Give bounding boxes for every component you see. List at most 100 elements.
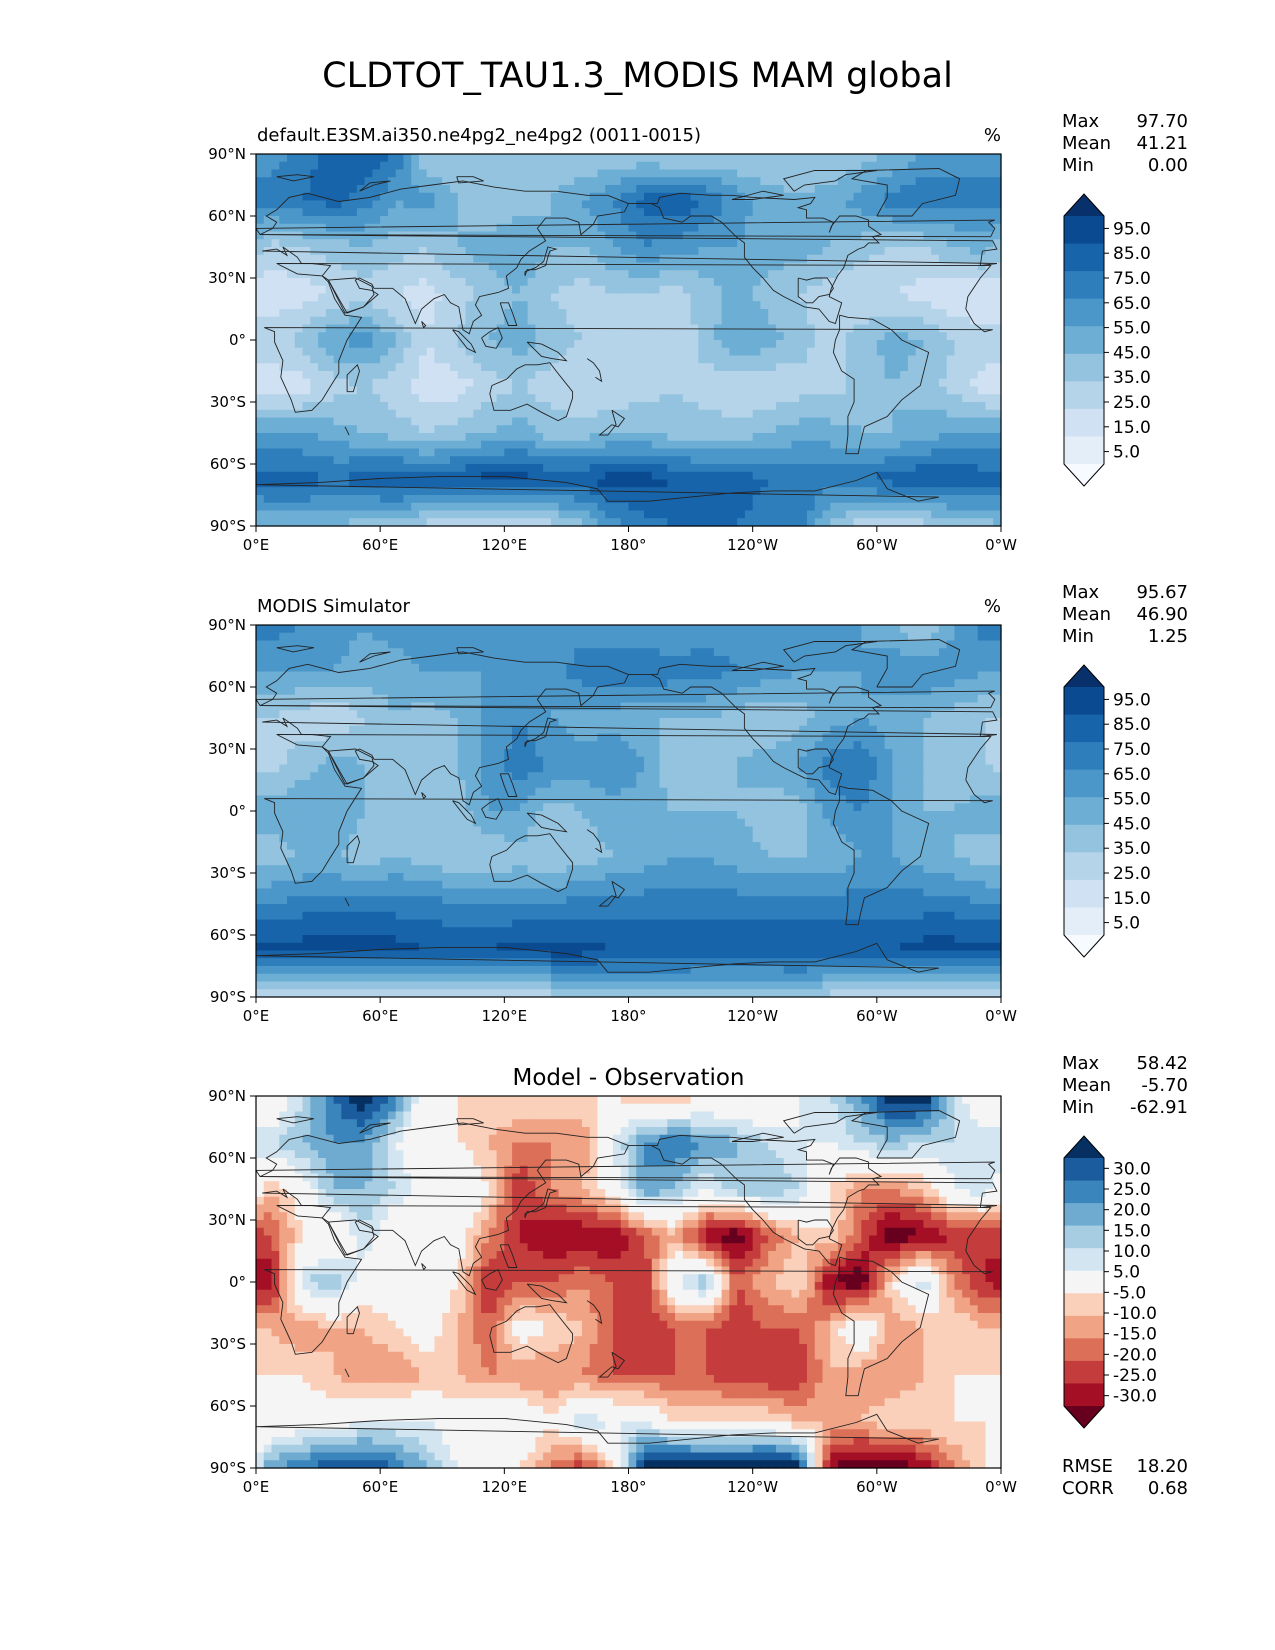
contour-cell: [411, 285, 420, 295]
contour-cell: [752, 161, 762, 171]
contour-cell: [558, 177, 568, 186]
contour-cell: [675, 316, 684, 326]
contour-cell: [791, 192, 800, 202]
contour-cell: [395, 247, 405, 256]
contour-cell: [752, 625, 762, 634]
contour-cell: [473, 185, 482, 194]
contour-cell: [287, 254, 296, 264]
contour-cell: [558, 262, 568, 271]
contour-cell: [287, 502, 296, 512]
contour-cell: [636, 247, 645, 256]
contour-cell: [675, 340, 684, 349]
contour-cell: [791, 185, 800, 194]
contour-cell: [690, 270, 699, 279]
contour-cell: [450, 417, 459, 426]
colorbar-tick-label: 45.0: [1113, 343, 1151, 363]
contour-cell: [869, 433, 878, 442]
contour-cell: [465, 394, 474, 403]
contour-cell: [946, 301, 956, 310]
contour-cell: [403, 502, 412, 512]
contour-cell: [356, 177, 366, 186]
contour-cell: [256, 185, 265, 194]
contour-cell: [853, 355, 862, 364]
contour-cell: [752, 340, 762, 349]
contour-cell: [931, 270, 940, 279]
contour-cell: [550, 510, 560, 519]
contour-cell: [969, 464, 979, 473]
contour-cell: [325, 161, 335, 171]
contour-cell: [597, 301, 606, 310]
contour-cell: [869, 231, 878, 240]
contour-cell: [721, 479, 730, 488]
contour-cell: [620, 479, 630, 488]
contour-cell: [923, 402, 932, 411]
contour-cell: [985, 192, 994, 202]
contour-cell: [775, 340, 785, 349]
contour-cell: [907, 487, 917, 496]
contour-cell: [566, 254, 575, 264]
contour-cell: [558, 154, 568, 163]
contour-cell: [636, 161, 645, 171]
contour-cell: [713, 471, 723, 481]
contour-cell: [341, 502, 350, 512]
contour-cell: [597, 371, 606, 380]
contour-cell: [721, 285, 730, 295]
contour-cell: [457, 440, 467, 450]
stat-value: 97.70: [1136, 111, 1188, 132]
contour-cell: [333, 386, 342, 395]
contour-cell: [628, 632, 637, 642]
contour-cell: [768, 386, 777, 395]
contour-cell: [411, 371, 420, 380]
contour-cell: [713, 456, 723, 465]
contour-cell: [395, 169, 405, 178]
contour-cell: [310, 270, 319, 279]
contour-cell: [713, 625, 723, 634]
contour-cell: [279, 495, 288, 504]
contour-cell: [900, 487, 909, 496]
contour-cell: [628, 464, 637, 473]
contour-cell: [496, 448, 505, 457]
contour-cell: [636, 448, 645, 457]
contour-cell: [752, 371, 762, 380]
contour-cell: [411, 177, 420, 186]
contour-cell: [434, 223, 443, 233]
contour-cell: [892, 487, 901, 496]
contour-cell: [861, 340, 870, 349]
contour-cell: [589, 254, 599, 264]
contour-cell: [946, 254, 956, 264]
contour-cell: [519, 371, 529, 380]
contour-cell: [519, 409, 529, 419]
contour-cell: [838, 285, 847, 295]
contour-cell: [845, 440, 855, 450]
contour-cell: [473, 625, 482, 634]
contour-cell: [783, 247, 793, 256]
contour-cell: [744, 402, 754, 411]
contour-cell: [838, 386, 847, 395]
contour-cell: [775, 216, 785, 225]
contour-cell: [364, 471, 374, 481]
contour-cell: [465, 347, 474, 357]
coastline: [499, 302, 518, 326]
contour-cell: [853, 223, 862, 233]
contour-cell: [442, 262, 451, 271]
contour-cell: [675, 440, 684, 450]
contour-cell: [915, 632, 924, 642]
contour-cell: [915, 169, 924, 178]
contour-cell: [263, 409, 273, 419]
contour-cell: [744, 200, 754, 209]
contour-cell: [644, 270, 653, 279]
contour-cell: [395, 332, 405, 341]
contour-cell: [589, 223, 599, 233]
contour-cell: [985, 394, 994, 403]
colorbar-tick-label: 5.0: [1113, 443, 1140, 463]
contour-cell: [473, 192, 482, 202]
contour-cell: [535, 192, 544, 202]
contour-cell: [519, 433, 529, 442]
contour-cell: [535, 440, 544, 450]
contour-cell: [504, 208, 513, 217]
contour-cell: [380, 510, 389, 519]
contour-cell: [783, 518, 793, 527]
contour-cell: [450, 632, 459, 642]
contour-cell: [372, 378, 381, 388]
contour-cell: [612, 169, 622, 178]
